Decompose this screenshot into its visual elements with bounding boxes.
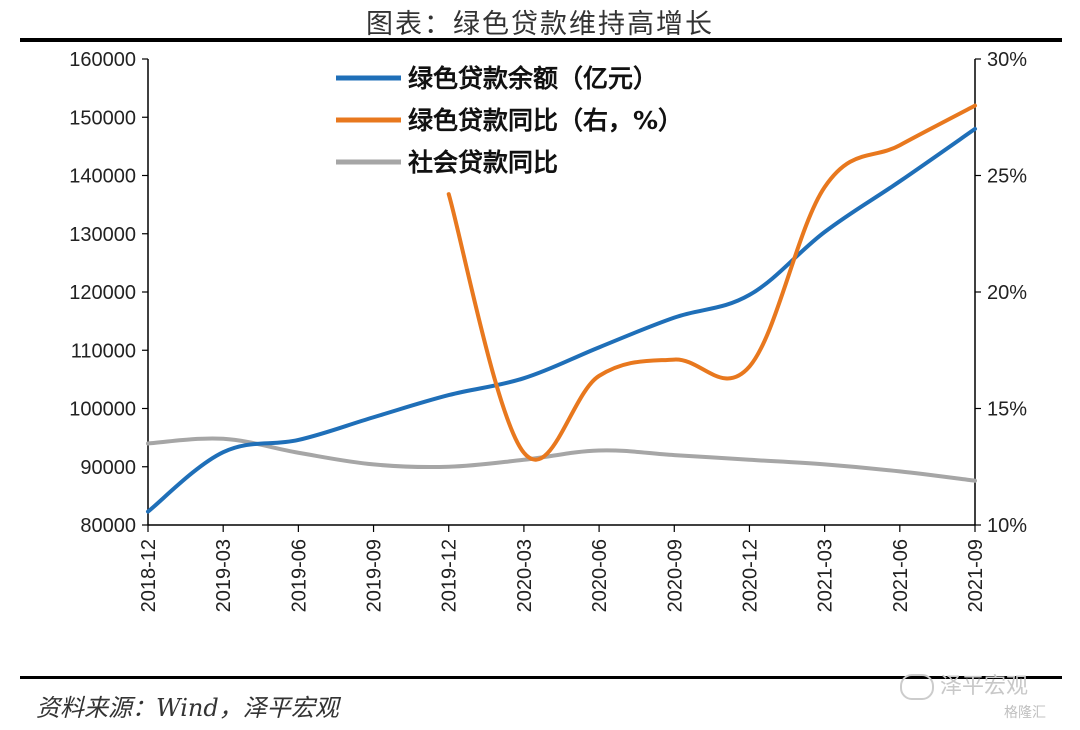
chart-title: 图表：绿色贷款维持高增长 xyxy=(366,9,714,40)
series-group-0 xyxy=(146,126,977,514)
x-tick-label: 2019-12 xyxy=(439,539,461,612)
left-tick-label: 120000 xyxy=(69,282,136,304)
x-tick-label: 2021-09 xyxy=(965,539,987,612)
top-rule xyxy=(20,38,1062,42)
right-tick-label: 20% xyxy=(987,282,1027,304)
legend-label: 绿色贷款余额（亿元） xyxy=(408,64,658,93)
series-group-2 xyxy=(146,436,977,483)
line-chart: 80000 90000 100000 110000 120000 130000 140000… xyxy=(69,49,1027,612)
x-tick-label: 2020-12 xyxy=(739,539,761,612)
bottom-rule xyxy=(20,676,1062,679)
watermark: 泽平宏观 xyxy=(900,668,1028,700)
x-tick-label: 2021-03 xyxy=(815,539,837,612)
chart-axes: 80000 90000 100000 110000 120000 130000 140000… xyxy=(69,49,1027,612)
right-tick-label: 30% xyxy=(987,49,1027,71)
x-tick-label: 2021-06 xyxy=(890,539,912,612)
legend-label: 社会贷款同比 xyxy=(408,148,558,177)
left-tick-label: 140000 xyxy=(69,166,136,188)
series-line-2 xyxy=(146,436,977,483)
series-line-0 xyxy=(146,126,977,514)
wechat-icon xyxy=(900,674,934,700)
x-tick-label: 2020-09 xyxy=(664,539,686,612)
left-tick-label: 150000 xyxy=(69,107,136,129)
x-tick-label: 2020-06 xyxy=(589,539,611,612)
series-layer xyxy=(146,103,977,514)
left-tick-label: 130000 xyxy=(69,224,136,246)
x-tick-label: 2020-03 xyxy=(514,539,536,612)
x-tick-label: 2019-09 xyxy=(364,539,386,612)
x-tick-label: 2019-06 xyxy=(288,539,310,612)
left-tick-label: 80000 xyxy=(80,515,136,537)
source-note: 资料来源：Wind，泽平宏观 xyxy=(36,694,339,722)
chart-legend: 绿色贷款余额（亿元） 绿色贷款同比（右，%） 社会贷款同比 xyxy=(336,64,683,177)
right-tick-label: 25% xyxy=(987,166,1027,188)
x-tick-label: 2019-03 xyxy=(213,539,235,612)
right-tick-label: 10% xyxy=(987,515,1027,537)
watermark-text: 泽平宏观 xyxy=(940,674,1029,699)
left-tick-label: 90000 xyxy=(80,457,136,479)
left-tick-label: 110000 xyxy=(71,340,136,362)
right-tick-label: 15% xyxy=(987,399,1027,421)
left-tick-label: 160000 xyxy=(69,49,136,71)
x-tick-label: 2018-12 xyxy=(138,539,160,612)
watermark-gelonghui: 格隆汇 xyxy=(1004,705,1046,721)
legend-label: 绿色贷款同比（右，%） xyxy=(408,106,683,135)
left-tick-label: 100000 xyxy=(69,399,136,421)
series-group-1 xyxy=(446,103,977,462)
series-line-1 xyxy=(446,103,977,462)
